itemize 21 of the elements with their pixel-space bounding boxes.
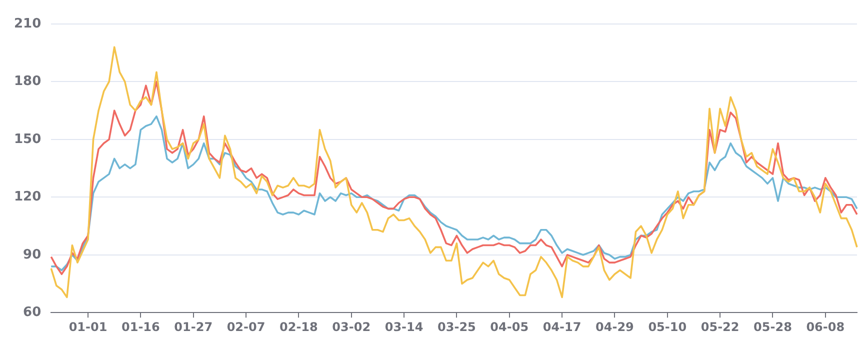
x-tick-label: 04-17 xyxy=(542,320,582,334)
x-tick-label: 04-05 xyxy=(490,320,529,334)
x-tick-label: 06-08 xyxy=(806,320,845,334)
x-tick-label: 04-29 xyxy=(596,320,634,334)
y-tick-label: 150 xyxy=(14,132,42,147)
x-tick-label: 05-10 xyxy=(648,320,687,334)
y-tick-label: 180 xyxy=(14,74,42,90)
x-tick-label: 01-16 xyxy=(121,320,160,334)
x-tick-label: 02-07 xyxy=(226,320,266,334)
y-tick-label: 90 xyxy=(23,247,42,262)
y-tick-label: 60 xyxy=(23,304,42,320)
x-tick-label: 01-01 xyxy=(68,320,108,334)
x-tick-label: 03-14 xyxy=(384,320,424,334)
y-tick-label: 120 xyxy=(14,190,42,205)
x-tick-label: 03-25 xyxy=(438,320,476,334)
x-tick-label: 01-27 xyxy=(174,320,213,334)
x-tick-label: 05-22 xyxy=(700,320,740,334)
x-tick-label: 03-02 xyxy=(332,320,371,334)
x-tick-label: 05-28 xyxy=(754,320,792,334)
x-tick-label: 02-18 xyxy=(279,320,318,334)
y-tick-label: 210 xyxy=(14,16,42,32)
